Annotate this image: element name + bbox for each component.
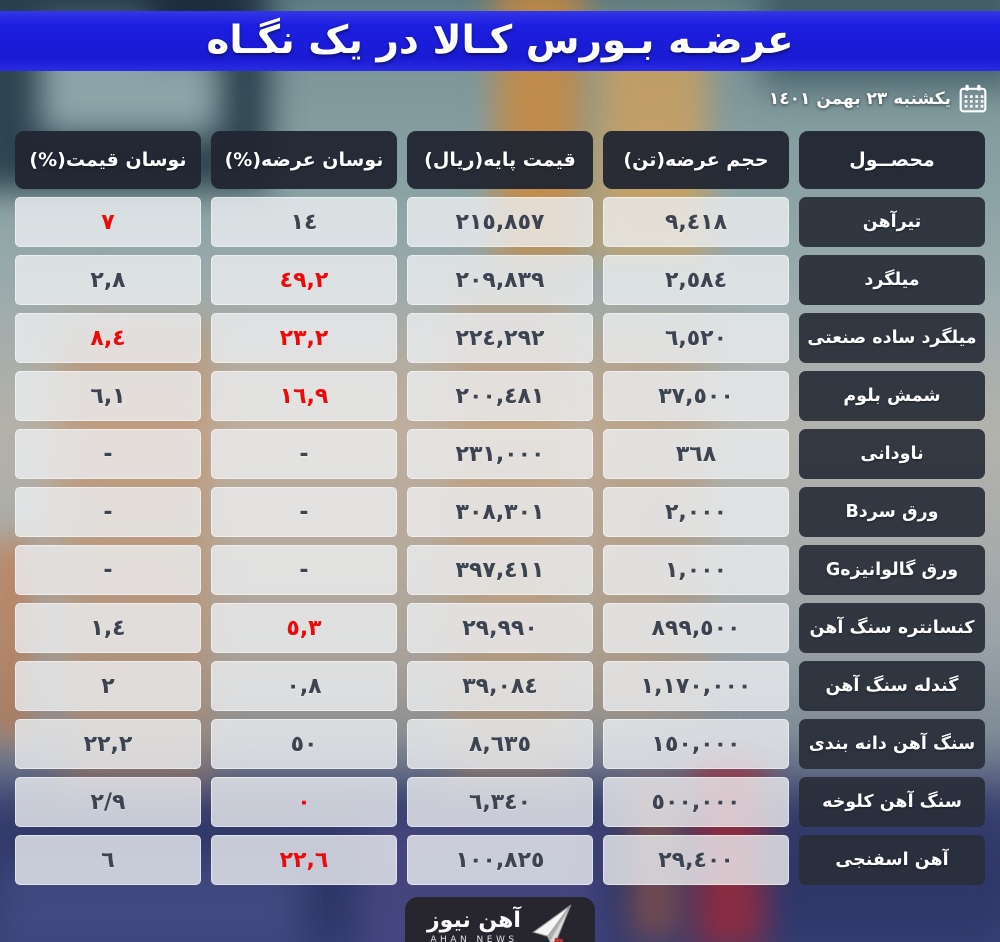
column-header-supply-volume: حجم عرضه(تن) [603, 131, 789, 189]
supply-volume-cell: ١,١٧٠,٠٠٠ [603, 661, 789, 711]
price-fluctuation-cell: - [15, 429, 201, 479]
supply-fluctuation-cell: ٠,٨ [211, 661, 397, 711]
supply-fluctuation-cell: ٥,٣ [211, 603, 397, 653]
price-fluctuation-cell: ٦,١ [15, 371, 201, 421]
column-header-price-fluctuation: نوسان قیمت(%) [15, 131, 201, 189]
supply-volume-cell: ٩,٤١٨ [603, 197, 789, 247]
price-fluctuation-cell: ٦ [15, 835, 201, 885]
supply-volume-cell: ١٥٠,٠٠٠ [603, 719, 789, 769]
supply-volume-cell: ٨٩٩,٥٠٠ [603, 603, 789, 653]
brand-name-fa: آهن نیوز [427, 907, 521, 933]
calendar-icon [958, 84, 988, 114]
base-price-cell: ٣٠٨,٣٠١ [407, 487, 593, 537]
date-text: یکشنبه ٢٣ بهمن ١٤٠١ [768, 89, 951, 109]
paper-plane-icon [531, 903, 573, 942]
base-price-cell: ٢٩,٩٩٠ [407, 603, 593, 653]
base-price-cell: ١٠٠,٨٢٥ [407, 835, 593, 885]
price-fluctuation-cell: - [15, 545, 201, 595]
brand-text: آهن نیوز AHAN NEWS [427, 909, 521, 942]
product-name-cell: سنگ آهن کلوخه [799, 777, 985, 827]
supply-volume-cell: ٣٧,٥٠٠ [603, 371, 789, 421]
price-fluctuation-cell: ٢٢,٢ [15, 719, 201, 769]
column-header-base-price: قیمت پایه(ریال) [407, 131, 593, 189]
product-name-cell: تیرآهن [799, 197, 985, 247]
supply-fluctuation-cell: ١٤ [211, 197, 397, 247]
supply-fluctuation-cell: - [211, 545, 397, 595]
base-price-cell: ٢٠٠,٤٨١ [407, 371, 593, 421]
product-name-cell: میلگرد ساده صنعتی [799, 313, 985, 363]
product-name-cell: گندله سنگ آهن [799, 661, 985, 711]
supply-volume-cell: ٣٦٨ [603, 429, 789, 479]
base-price-cell: ٢٢٤,٢٩٢ [407, 313, 593, 363]
base-price-cell: ٢٠٩,٨٣٩ [407, 255, 593, 305]
ahan-news-logo: آهن نیوز AHAN NEWS [405, 897, 595, 942]
supply-volume-cell: ١,٠٠٠ [603, 545, 789, 595]
supply-fluctuation-cell: - [211, 487, 397, 537]
supply-fluctuation-cell: ٢٣,٢ [211, 313, 397, 363]
base-price-cell: ٣٩,٠٨٤ [407, 661, 593, 711]
product-name-cell: کنسانتره سنگ آهن [799, 603, 985, 653]
product-name-cell: ورق سردB [799, 487, 985, 537]
brand-name-en: AHAN NEWS [430, 935, 518, 942]
supply-volume-cell: ٥٠٠,٠٠٠ [603, 777, 789, 827]
column-header-supply-fluctuation: نوسان عرضه(%) [211, 131, 397, 189]
product-name-cell: ناودانی [799, 429, 985, 479]
supply-volume-cell: ٢٩,٤٠٠ [603, 835, 789, 885]
supply-volume-cell: ٢,٥٨٤ [603, 255, 789, 305]
commodity-table: محصــول حجم عرضه(تن) قیمت پایه(ریال) نوس… [15, 131, 985, 885]
product-name-cell: شمش بلوم [799, 371, 985, 421]
base-price-cell: ٢٣١,٠٠٠ [407, 429, 593, 479]
price-fluctuation-cell: ٧ [15, 197, 201, 247]
title-banner: عرضـه بـورس کـالا در یک نگـاه [0, 11, 1000, 71]
price-fluctuation-cell: ٢,٨ [15, 255, 201, 305]
supply-fluctuation-cell: ٢٢,٦ [211, 835, 397, 885]
date-row: یکشنبه ٢٣ بهمن ١٤٠١ [769, 84, 988, 114]
supply-fluctuation-cell: - [211, 429, 397, 479]
supply-fluctuation-cell: ١٦,٩ [211, 371, 397, 421]
supply-fluctuation-cell: ٥٠ [211, 719, 397, 769]
price-fluctuation-cell: ١,٤ [15, 603, 201, 653]
product-name-cell: آهن اسفنجی [799, 835, 985, 885]
price-fluctuation-cell: ٢/٩ [15, 777, 201, 827]
column-header-product: محصــول [799, 131, 985, 189]
supply-volume-cell: ٦,٥٢٠ [603, 313, 789, 363]
price-fluctuation-cell: - [15, 487, 201, 537]
supply-fluctuation-cell: ٤٩,٢ [211, 255, 397, 305]
product-name-cell: میلگرد [799, 255, 985, 305]
page-title: عرضـه بـورس کـالا در یک نگـاه [206, 18, 794, 63]
product-name-cell: سنگ آهن دانه بندی [799, 719, 985, 769]
price-fluctuation-cell: ٨,٤ [15, 313, 201, 363]
product-name-cell: ورق گالوانیزهG [799, 545, 985, 595]
supply-volume-cell: ٢,٠٠٠ [603, 487, 789, 537]
base-price-cell: ٦,٣٤٠ [407, 777, 593, 827]
base-price-cell: ٣٩٧,٤١١ [407, 545, 593, 595]
price-fluctuation-cell: ٢ [15, 661, 201, 711]
supply-fluctuation-cell: ٠ [211, 777, 397, 827]
base-price-cell: ٢١٥,٨٥٧ [407, 197, 593, 247]
base-price-cell: ٨,٦٣٥ [407, 719, 593, 769]
